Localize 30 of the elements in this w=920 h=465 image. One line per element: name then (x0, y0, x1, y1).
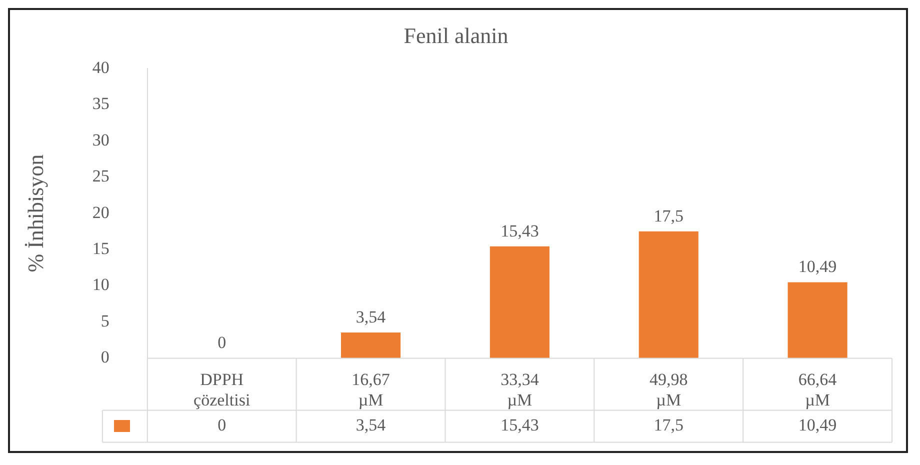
x-tick-label: 33,34 µM (500, 370, 540, 410)
data-label: 17,5 (654, 416, 684, 435)
y-tick-label: 15 (92, 238, 110, 258)
text: 17,5 (654, 206, 684, 226)
y-tick-label: 10 (92, 275, 110, 294)
y-tick-label: 20 (92, 202, 110, 222)
y-tick-label: 0 (100, 348, 110, 367)
x-tick-label: 16,67 µM (352, 370, 390, 410)
text: 0 (218, 333, 226, 352)
y-tick-label: 35 (92, 94, 110, 114)
bar (490, 246, 550, 358)
x-tick-label: 66,64 µM (798, 370, 838, 410)
data-label: 15,43 (500, 416, 539, 435)
y-tick-label: 40 (92, 58, 110, 77)
data-label: 3,54 (356, 416, 386, 435)
bar (638, 231, 698, 358)
y-tick-label: 30 (92, 130, 110, 150)
chart-title: Fenil alanin (404, 22, 508, 48)
data-label: 0 (218, 416, 226, 435)
text: 3,54 (356, 308, 386, 327)
y-tick-label: 5 (100, 311, 110, 330)
data-label: 10,49 (798, 416, 837, 435)
text: 10,49 (798, 257, 837, 276)
bar (788, 282, 848, 358)
text: 15,43 (500, 221, 539, 240)
x-tick-label: 49,98 µM (649, 370, 688, 410)
y-tick-label: 25 (92, 166, 110, 186)
bar (340, 332, 401, 358)
x-tick-label: DPPH çözeltisi (194, 370, 250, 410)
y-axis-title: % İnhibisyon (22, 154, 48, 272)
